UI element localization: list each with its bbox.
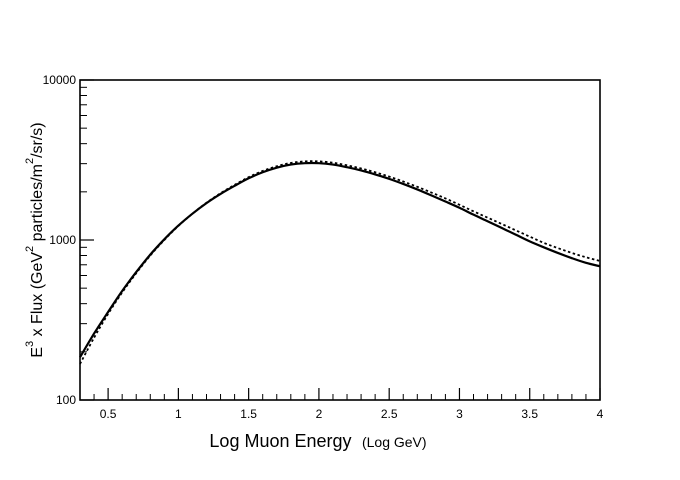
y-tick-label: 100: [56, 393, 76, 407]
x-tick-label: 1: [175, 407, 182, 421]
x-tick-label: 4: [597, 407, 604, 421]
x-tick-label: 3: [456, 407, 463, 421]
series-layer: [79, 160, 601, 365]
tick-layer: 0.5 1 1.5 2 2.5 3 3.5 4 100 1000 10000: [43, 73, 604, 421]
x-axis-title-main: Log Muon Energy: [209, 431, 351, 451]
y-tick-label: 1000: [49, 233, 76, 247]
x-axis-title: Log Muon Energy (Log GeV): [209, 431, 426, 451]
y-axis-title-lead-sup: 3: [24, 341, 36, 347]
x-tick-label: 2: [316, 407, 323, 421]
y-axis-title: E3 x Flux (GeV2 particles/m2/sr/s): [24, 122, 46, 357]
x-tick-label: 1.5: [240, 407, 257, 421]
y-axis-title-end: /sr/s): [29, 122, 46, 158]
y-axis-title-mid-sup: 2: [24, 246, 36, 252]
x-tick-label: 0.5: [100, 407, 117, 421]
series-line-solid: [79, 161, 601, 358]
y-tick-label: 10000: [43, 73, 77, 87]
series-line-dotted: [79, 160, 601, 365]
y-axis-title-mid: x Flux (GeV: [29, 252, 46, 341]
y-axis-title-lead: E: [29, 347, 46, 358]
y-axis-title-tail: particles/m: [29, 164, 46, 246]
y-axis-title-tail-sup: 2: [24, 158, 36, 164]
x-tick-label: 3.5: [521, 407, 538, 421]
plot-frame: [79, 79, 601, 401]
x-tick-label: 2.5: [381, 407, 398, 421]
x-axis-title-units: (Log GeV): [362, 434, 427, 450]
